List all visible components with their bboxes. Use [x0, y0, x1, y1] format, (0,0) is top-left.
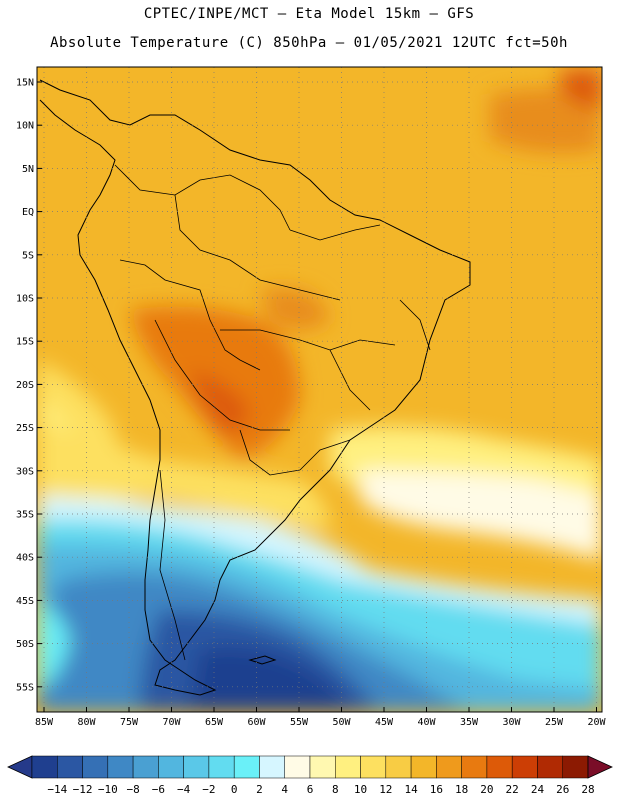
- colorbar-label: 24: [531, 783, 545, 796]
- colorbar-swatch: [410, 755, 437, 779]
- colorbar-swatch: [31, 755, 58, 779]
- lat-tick-label: 5N: [22, 164, 34, 175]
- lon-tick-label: 60W: [247, 717, 266, 728]
- lon-tick-label: 50W: [332, 717, 351, 728]
- colorbar-swatch: [107, 755, 134, 779]
- colorbar-label: −2: [202, 783, 215, 796]
- colorbar-label: 8: [332, 783, 339, 796]
- colorbar-swatch: [132, 755, 159, 779]
- colorbar-label: −8: [126, 783, 139, 796]
- longitude-labels: 85W 80W 75W 70W 65W 60W 55W 50W 45W 40W 35W 30W 25W 2…: [35, 707, 607, 728]
- colorbar-label: 6: [307, 783, 314, 796]
- lon-tick-label: 65W: [205, 717, 224, 728]
- colorbar-swatch: [461, 755, 488, 779]
- colorbar-swatch: [436, 755, 462, 779]
- colorbar-swatch: [562, 755, 589, 779]
- lat-tick-label: 10N: [16, 121, 34, 132]
- lon-tick-label: 80W: [77, 717, 96, 728]
- colorbar-swatch: [158, 755, 184, 779]
- colorbar-label: −4: [177, 783, 191, 796]
- lat-tick-label: 20S: [16, 380, 34, 391]
- lat-tick-label: 50S: [16, 639, 34, 650]
- colorbar-label: 10: [354, 783, 367, 796]
- lat-lon-grid: [37, 67, 602, 712]
- colorbar-swatch: [335, 755, 361, 779]
- colorbar-swatch: [82, 755, 109, 779]
- map-frame: [36, 66, 603, 713]
- colorbar-label: 18: [455, 783, 468, 796]
- lat-tick-label: 10S: [16, 294, 34, 305]
- colorbar-swatch: [486, 755, 513, 779]
- colorbar-swatch: [309, 755, 336, 779]
- lon-tick-label: 85W: [35, 717, 54, 728]
- colorbar-swatch: [233, 755, 260, 779]
- lat-tick-label: 55S: [16, 682, 34, 693]
- colorbar-min-arrow: [7, 755, 33, 779]
- lon-tick-label: 75W: [120, 717, 139, 728]
- lat-tick-label: EQ: [22, 207, 34, 218]
- colorbar-label: 12: [379, 783, 392, 796]
- colorbar-swatch: [208, 755, 235, 779]
- colorbar-label: −10: [98, 783, 118, 796]
- lat-tick-label: 45S: [16, 596, 34, 607]
- colorbar-swatch: [259, 755, 285, 779]
- lon-tick-label: 25W: [545, 717, 564, 728]
- colorbar-label: 14: [404, 783, 418, 796]
- lat-tick-label: 25S: [16, 423, 34, 434]
- colorbar-label: −14: [47, 783, 67, 796]
- colorbar-label: 16: [430, 783, 443, 796]
- latitude-labels: 15N 10N 5N EQ 5S 10S 15S 20S 25S 30S 35S 40S 45S 50S 5…: [16, 78, 42, 693]
- colorbar-label: 22: [506, 783, 519, 796]
- colorbar-label: 26: [556, 783, 569, 796]
- coastline: [39, 79, 471, 696]
- lat-tick-label: 35S: [16, 510, 34, 521]
- colorbar-max-arrow: [587, 755, 613, 779]
- lon-tick-label: 40W: [417, 717, 436, 728]
- lat-tick-label: 15N: [16, 78, 34, 89]
- colorbar-label: 4: [281, 783, 288, 796]
- colorbar-label: 20: [480, 783, 493, 796]
- lat-tick-label: 15S: [16, 337, 34, 348]
- colorbar-swatch: [385, 755, 412, 779]
- lat-tick-label: 30S: [16, 466, 34, 477]
- country-borders: [114, 164, 431, 661]
- chart-title-line1: CPTEC/INPE/MCT – Eta Model 15km – GFS: [143, 6, 475, 22]
- lon-tick-label: 20W: [587, 717, 606, 728]
- colorbar: −14 −12 −10 −8 −6 −4 −2 0 2 4 6 8 10 12 14 16 18 20 22 24 26…: [7, 755, 613, 796]
- lon-tick-label: 55W: [290, 717, 309, 728]
- colorbar-swatch: [183, 755, 210, 779]
- colorbar-swatch: [537, 755, 563, 779]
- temperature-field: [37, 67, 602, 712]
- lat-tick-label: 5S: [22, 250, 34, 261]
- colorbar-swatch: [511, 755, 538, 779]
- lat-tick-label: 40S: [16, 553, 34, 564]
- colorbar-label: 2: [256, 783, 263, 796]
- lon-tick-label: 45W: [375, 717, 394, 728]
- colorbar-swatch: [57, 755, 83, 779]
- colorbar-label: −12: [73, 783, 93, 796]
- colorbar-swatch: [284, 755, 311, 779]
- colorbar-label: −6: [152, 783, 165, 796]
- lon-tick-label: 35W: [460, 717, 479, 728]
- colorbar-label: 28: [581, 783, 594, 796]
- falkland-islands: [248, 655, 277, 665]
- lon-tick-label: 70W: [162, 717, 181, 728]
- colorbar-label: 0: [231, 783, 238, 796]
- lon-tick-label: 30W: [502, 717, 521, 728]
- chart-title-line2: Absolute Temperature (C) 850hPa – 01/05/…: [50, 35, 568, 51]
- colorbar-swatch: [360, 755, 387, 779]
